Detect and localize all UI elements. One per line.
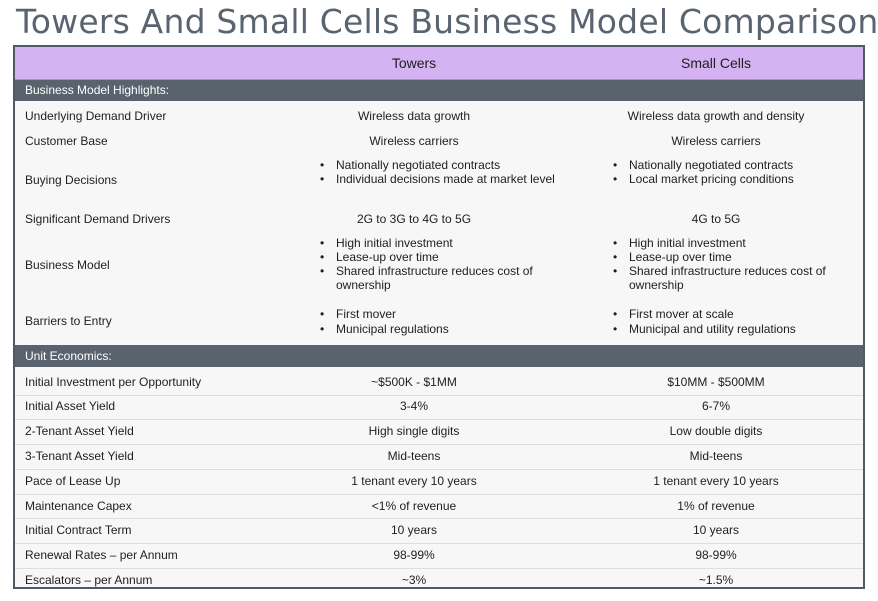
list-item: High initial investment [611,236,851,250]
list-item: First mover [318,307,558,321]
towers-cell: 10 years [390,523,438,537]
towers-cell: 1 tenant every 10 years [351,474,477,488]
section-header-highlights: Business Model Highlights: [15,80,863,101]
list-item: Nationally negotiated contracts [318,158,558,172]
towers-cell: 2G to 3G to 4G to 5G [356,212,472,226]
small-cells-cell: Wireless data growth and density [627,109,805,123]
towers-cell: ~$500K - $1MM [371,375,457,389]
small-cells-bullet-list: High initial investment Lease-up over ti… [611,236,851,292]
list-item: Shared infrastructure reduces cost of ow… [318,264,558,292]
section-header-unit-economics: Unit Economics: [15,345,863,367]
row-divider [15,568,863,569]
row-label: Escalators – per Annum [25,573,153,587]
small-cells-bullet-list: Nationally negotiated contracts Local ma… [611,158,861,186]
row-divider [15,518,863,519]
towers-cell: ~3% [401,573,427,587]
row-label: Initial Investment per Opportunity [25,375,202,389]
row-divider [15,543,863,544]
small-cells-cell: 6-7% [701,399,731,413]
towers-bullet-list: High initial investment Lease-up over ti… [318,236,558,292]
row-label: Customer Base [25,134,108,148]
small-cells-cell: Mid-teens [689,449,743,463]
towers-cell: High single digits [368,424,460,438]
row-divider [15,419,863,420]
comparison-table: Towers Small Cells Business Model Highli… [13,45,865,589]
small-cells-cell: Wireless carriers [671,134,761,148]
row-label: Initial Asset Yield [25,399,116,413]
row-label: Maintenance Capex [25,499,132,513]
towers-cell: Wireless data growth [357,109,471,123]
list-item: Municipal and utility regulations [611,322,861,336]
small-cells-cell: 1% of revenue [677,499,755,513]
row-label: Buying Decisions [25,173,118,187]
towers-cell: Wireless carriers [369,134,459,148]
small-cells-cell: 98-99% [695,548,737,562]
column-header-row: Towers Small Cells [15,47,863,80]
towers-bullet-list: First mover Municipal regulations [318,307,558,336]
list-item: Lease-up over time [611,250,851,264]
towers-cell: 3-4% [399,399,429,413]
row-divider [15,395,863,396]
row-divider [15,469,863,470]
list-item: Lease-up over time [318,250,558,264]
list-item: Municipal regulations [318,322,558,336]
row-label: Renewal Rates – per Annum [25,548,178,562]
row-label: 3-Tenant Asset Yield [25,449,134,463]
small-cells-cell: $10MM - $500MM [667,375,765,389]
column-header-towers: Towers [391,55,437,71]
list-item: Nationally negotiated contracts [611,158,861,172]
small-cells-bullet-list: First mover at scale Municipal and utili… [611,307,861,336]
small-cells-cell: 4G to 5G [691,212,741,226]
row-label: Significant Demand Drivers [25,212,171,226]
row-label: Underlying Demand Driver [25,109,167,123]
small-cells-cell: Low double digits [669,424,763,438]
towers-bullet-list: Nationally negotiated contracts Individu… [318,158,558,186]
column-header-small-cells: Small Cells [680,55,752,71]
small-cells-cell: 1 tenant every 10 years [653,474,779,488]
small-cells-cell: 10 years [692,523,740,537]
row-label: Business Model [25,258,110,272]
small-cells-cell: ~1.5% [698,573,734,587]
list-item: High initial investment [318,236,558,250]
row-label: Initial Contract Term [25,523,132,537]
row-divider [15,444,863,445]
towers-cell: Mid-teens [387,449,441,463]
list-item: Shared infrastructure reduces cost of ow… [611,264,851,292]
list-item: Local market pricing conditions [611,172,861,186]
row-label: Pace of Lease Up [25,474,121,488]
list-item: First mover at scale [611,307,861,321]
towers-cell: 98-99% [393,548,435,562]
page-title: Towers And Small Cells Business Model Co… [16,2,878,41]
row-label: Barriers to Entry [25,314,112,328]
towers-cell: <1% of revenue [371,499,457,513]
row-label: 2-Tenant Asset Yield [25,424,134,438]
list-item: Individual decisions made at market leve… [318,172,558,186]
row-divider [15,494,863,495]
